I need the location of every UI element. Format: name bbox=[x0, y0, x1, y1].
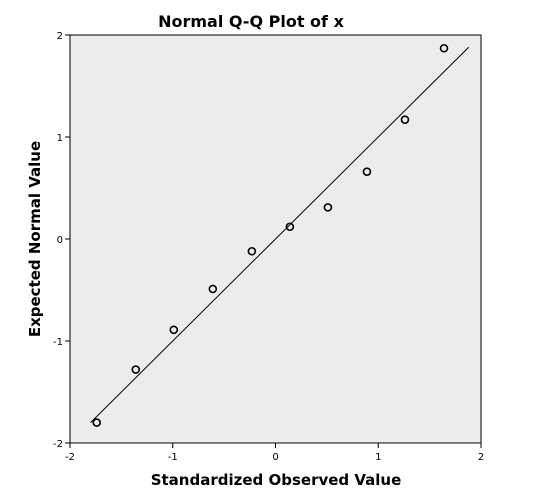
y-tick-label: -2 bbox=[53, 439, 63, 450]
data-points bbox=[92, 43, 449, 427]
y-tick-label: 1 bbox=[57, 133, 63, 144]
data-point bbox=[439, 43, 449, 53]
reference-line bbox=[90, 46, 470, 423]
data-point bbox=[362, 167, 372, 176]
x-axis-label: Standardized Observed Value bbox=[151, 471, 402, 489]
x-tick-label: 1 bbox=[375, 452, 381, 463]
x-tick-label: -1 bbox=[168, 452, 178, 463]
data-point bbox=[323, 203, 333, 212]
y-tick-label: 0 bbox=[57, 235, 63, 246]
y-tick-label: 2 bbox=[57, 31, 63, 42]
data-point bbox=[400, 115, 410, 124]
data-point bbox=[169, 325, 179, 335]
x-tick-label: 0 bbox=[272, 452, 278, 463]
data-point bbox=[247, 246, 257, 256]
y-tick-label: -1 bbox=[53, 337, 63, 348]
x-tick-label: 2 bbox=[478, 452, 484, 463]
data-point bbox=[208, 284, 218, 294]
chart-title: Normal Q-Q Plot of x bbox=[158, 12, 344, 31]
x-axis-ticks: -2 -1 0 1 2 bbox=[65, 443, 484, 463]
x-tick-label: -2 bbox=[65, 452, 75, 463]
y-axis-ticks: -2 -1 0 1 2 bbox=[53, 31, 70, 450]
y-axis-label: Expected Normal Value bbox=[26, 141, 44, 337]
data-point bbox=[285, 222, 295, 232]
data-point bbox=[92, 418, 102, 427]
data-point bbox=[131, 365, 141, 374]
